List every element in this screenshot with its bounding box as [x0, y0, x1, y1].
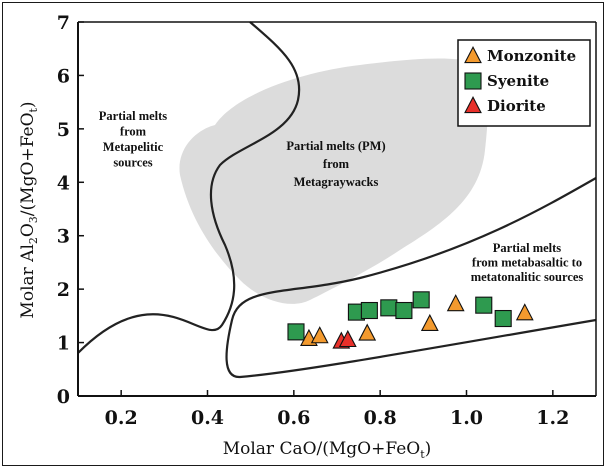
y-tick-label: 0 [57, 386, 70, 408]
x-tick-label: 0.4 [191, 407, 224, 429]
y-tick-label: 2 [57, 279, 70, 301]
field-annotation-line: Metapelitic [103, 140, 164, 154]
syenite-point [360, 301, 378, 320]
legend-monzonite-label: Monzonite [487, 47, 576, 65]
x-tick-label: 1.2 [536, 407, 569, 429]
x-tick-label: 1.0 [450, 407, 483, 429]
metabasaltic-field-curve [225, 177, 597, 379]
legend: Monzonite Syenite Diorite [457, 39, 591, 127]
diorite-point [338, 329, 357, 348]
field-annotation-line: Metagraywacks [294, 175, 379, 189]
monzonite-point [358, 323, 377, 341]
axes [77, 21, 597, 397]
metagraywacke-field [179, 58, 488, 304]
monzonite-point [446, 294, 465, 312]
y-tick-label: 1 [57, 333, 70, 355]
syenite-point [395, 301, 413, 320]
monzonite-point [515, 303, 534, 321]
x-tick-label: 0.8 [364, 407, 397, 429]
legend-diorite-marker [464, 96, 482, 114]
legend-syenite-label: Syenite [487, 72, 549, 90]
field-annotation-line: Partial melts (PM) [286, 139, 385, 153]
field-annotation-line: from metabasaltic to [472, 256, 582, 270]
y-tick-label: 5 [57, 119, 70, 141]
data-points [287, 291, 534, 349]
field-annotation-line: from [323, 157, 350, 171]
x-axis-ticks: 0.2 0.4 0.6 0.8 1.0 1.2 [105, 390, 569, 429]
y-tick-label: 6 [57, 65, 70, 87]
legend-syenite-marker [464, 72, 482, 90]
y-tick-label: 3 [57, 226, 70, 248]
syenite-point [412, 291, 430, 309]
y-axis-label: Molar Al2O3/(MgO+FeOt) [18, 101, 40, 318]
syenite-point [494, 309, 512, 328]
field-annotation-line: metatonalitic sources [471, 270, 584, 284]
y-tick-label: 4 [57, 172, 70, 194]
y-axis-ticks: 0 1 2 3 4 5 6 7 [57, 12, 84, 408]
syenite-point [287, 323, 305, 341]
monzonite-point [420, 313, 439, 332]
legend-monzonite-marker [464, 46, 482, 64]
field-annotation-line: from [120, 125, 147, 139]
syenite-point [475, 296, 493, 314]
monzonite-point [310, 326, 329, 344]
field-annotation-line: Partial melts [493, 241, 562, 255]
metapelitic-boundary-curve [77, 21, 301, 354]
x-tick-label: 0.6 [277, 407, 310, 429]
field-annotation-line: sources [113, 156, 152, 170]
syenite-point [380, 299, 398, 317]
y-tick-label: 7 [57, 12, 70, 34]
field-annotation-line: Partial melts [99, 109, 168, 123]
x-axis-label: Molar CaO/(MgO+FeOt) [223, 439, 432, 461]
legend-diorite-label: Diorite [487, 97, 546, 115]
x-tick-label: 0.2 [105, 407, 138, 429]
field-annotations: Partial meltsfromMetapeliticsourcesParti… [99, 109, 584, 284]
